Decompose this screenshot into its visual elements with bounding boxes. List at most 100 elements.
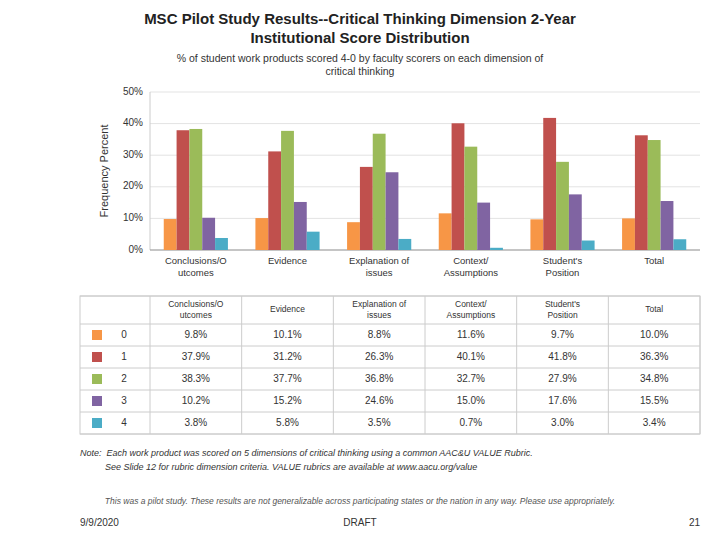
grid-line [150, 218, 700, 219]
x-tick-label: Student'sPosition [543, 255, 583, 278]
footer: DRAFT [343, 517, 376, 528]
table-value: 15.5% [640, 395, 668, 406]
table-value: 32.7% [457, 373, 485, 384]
bar [635, 135, 648, 250]
bar [464, 147, 477, 250]
bar [556, 162, 569, 250]
table-value: 11.6% [457, 329, 485, 340]
table-value: 36.3% [640, 351, 668, 362]
table-header-line: Explanation of [352, 299, 407, 309]
bar [215, 238, 228, 250]
table-header-line: Assumptions [446, 310, 495, 320]
bar [439, 213, 452, 250]
bar [530, 219, 543, 250]
table-value: 36.8% [365, 373, 393, 384]
x-tick-label: Total [644, 255, 664, 266]
table-value: 3.8% [184, 417, 207, 428]
table-col-line [516, 296, 517, 434]
chart: MSC Pilot Study Results--Critical Thinki… [0, 0, 720, 540]
table-row-line [80, 368, 700, 369]
x-tick-label-line: Explanation of [349, 255, 410, 266]
table-value: 37.9% [182, 351, 210, 362]
table-value: 17.6% [548, 395, 576, 406]
bar [452, 123, 465, 250]
bar [347, 222, 360, 250]
bar [281, 131, 294, 250]
table-header-line: Position [547, 310, 578, 320]
table-row-line [80, 412, 700, 413]
table-value: 31.2% [273, 351, 301, 362]
subtitle-line: critical thinking [326, 65, 395, 77]
table-row-line [80, 296, 700, 297]
note: See Slide 12 for rubric dimension criter… [80, 462, 477, 472]
table-value: 10.0% [640, 329, 668, 340]
table-value: 0.7% [459, 417, 482, 428]
legend-swatch [92, 352, 102, 362]
table-value: 8.8% [368, 329, 391, 340]
table-value: 5.8% [276, 417, 299, 428]
bar [622, 218, 635, 250]
x-tick-label-line: Position [546, 267, 580, 278]
legend-swatch [92, 374, 102, 384]
table-value: 40.1% [457, 351, 485, 362]
x-tick-label-line: Student's [543, 255, 583, 266]
legend-label: 3 [121, 395, 127, 406]
legend-label: 4 [121, 417, 127, 428]
y-tick-label: 0% [129, 244, 144, 255]
table-row-line [80, 390, 700, 391]
x-tick-label-line: utcomes [178, 267, 214, 278]
table-row-line [80, 346, 700, 347]
table-value: 10.2% [182, 395, 210, 406]
disclaimer: This was a pilot study. These results ar… [105, 496, 615, 506]
table-col-line [333, 296, 334, 434]
x-tick-label-line: Assumptions [444, 267, 499, 278]
table-header-line: Conclusions/O [168, 299, 224, 309]
x-tick-label: Evidence [268, 255, 307, 266]
bar [373, 134, 386, 250]
table-col-line [425, 296, 426, 434]
legend-swatch [92, 396, 102, 406]
table-value: 3.0% [551, 417, 574, 428]
bar [543, 118, 556, 250]
y-tick-label: 10% [123, 212, 143, 223]
title-line: MSC Pilot Study Results--Critical Thinki… [144, 10, 576, 27]
table-value: 34.8% [640, 373, 668, 384]
grid-line [150, 155, 700, 156]
table-value: 38.3% [182, 373, 210, 384]
grid-line [150, 92, 700, 93]
x-tick-label-line: Conclusions/O [165, 255, 227, 266]
bar [177, 130, 190, 250]
table-value: 10.1% [273, 329, 301, 340]
x-tick-label-line: issues [366, 267, 393, 278]
table-value: 41.8% [548, 351, 576, 362]
table-col-line [608, 296, 609, 434]
x-tick-label: Explanation ofissues [349, 255, 410, 278]
table-value: 3.4% [643, 417, 666, 428]
footer: 9/9/2020 [80, 517, 119, 528]
bar [307, 232, 320, 250]
table: Conclusions/Outcomes Evidence Explanation … [80, 296, 700, 434]
table-header-line: Evidence [270, 304, 305, 314]
legend-label: 2 [121, 373, 127, 384]
bar [255, 218, 268, 250]
table-header: Conclusions/Outcomes [168, 299, 224, 320]
bar [661, 201, 674, 250]
x-axis-line [150, 250, 700, 251]
x-tick-label: Conclusions/Outcomes [165, 255, 227, 278]
table-header: Context/Assumptions [446, 299, 495, 320]
table-value: 27.9% [548, 373, 576, 384]
table-value: 15.2% [273, 395, 301, 406]
table-header-line: issues [367, 310, 391, 320]
table-col-line [700, 296, 701, 434]
bar [189, 129, 202, 250]
table-value: 9.7% [551, 329, 574, 340]
bar [648, 140, 661, 250]
x-tick-label-line: Context/ [453, 255, 489, 266]
title-line: Institutional Score Distribution [250, 29, 469, 46]
note: Note: Each work product was scored on 5 … [80, 448, 533, 458]
table-header-line: Context/ [455, 299, 487, 309]
table-row-line [80, 324, 700, 325]
bar [477, 203, 490, 250]
footer: 21 [689, 517, 701, 528]
y-tick-label: 40% [123, 117, 143, 128]
